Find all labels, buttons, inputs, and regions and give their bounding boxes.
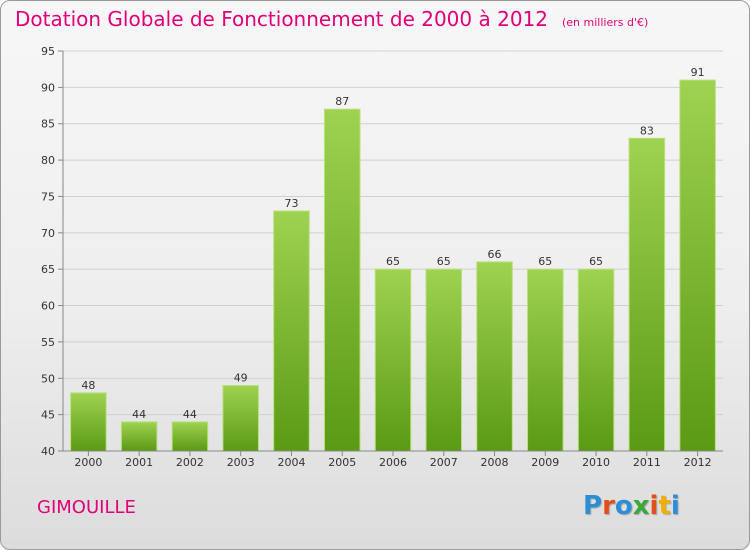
x-tick-label: 2005 bbox=[328, 456, 356, 469]
y-tick-label: 70 bbox=[41, 227, 55, 240]
data-label: 65 bbox=[538, 255, 552, 268]
data-label: 65 bbox=[386, 255, 400, 268]
bar bbox=[374, 268, 412, 452]
bar bbox=[476, 261, 513, 452]
bar bbox=[425, 268, 463, 452]
data-label: 87 bbox=[335, 95, 349, 108]
x-tick-label: 2001 bbox=[125, 456, 153, 469]
brand-logo-letter: P bbox=[583, 491, 603, 521]
bar bbox=[171, 421, 209, 452]
x-tick-label: 2002 bbox=[176, 456, 204, 469]
data-label: 91 bbox=[691, 66, 705, 79]
brand-logo-letter: o bbox=[614, 491, 633, 521]
y-tick-label: 75 bbox=[41, 190, 55, 203]
chart-title-text: Dotation Globale de Fonctionnement de 20… bbox=[15, 7, 548, 31]
data-label: 49 bbox=[234, 372, 248, 385]
brand-logo: Proxiti bbox=[583, 491, 680, 521]
data-label: 73 bbox=[284, 197, 298, 210]
bar bbox=[222, 385, 259, 452]
y-tick-label: 40 bbox=[41, 445, 55, 458]
data-label: 65 bbox=[437, 255, 451, 268]
brand-logo-letter: i bbox=[649, 491, 659, 521]
chart-title: Dotation Globale de Fonctionnement de 20… bbox=[15, 7, 648, 31]
bar bbox=[577, 268, 615, 452]
x-tick-label: 2007 bbox=[430, 456, 458, 469]
town-name: GIMOUILLE bbox=[37, 497, 136, 518]
data-label: 48 bbox=[81, 379, 95, 392]
x-tick-label: 2010 bbox=[582, 456, 610, 469]
brand-logo-letter: t bbox=[658, 491, 671, 521]
x-tick-label: 2000 bbox=[74, 456, 102, 469]
x-axis-ticks: 2000 2001 2002 2003 2004 2005 2006 2007 2008 2009… bbox=[74, 451, 712, 469]
y-tick-label: 45 bbox=[41, 409, 55, 422]
bar bbox=[70, 392, 107, 452]
data-label: 44 bbox=[183, 408, 197, 421]
y-tick-label: 55 bbox=[41, 336, 55, 349]
y-tick-label: 85 bbox=[41, 118, 55, 131]
x-tick-label: 2011 bbox=[633, 456, 661, 469]
axes bbox=[62, 51, 723, 452]
x-tick-label: 2012 bbox=[684, 456, 712, 469]
x-tick-label: 2003 bbox=[227, 456, 255, 469]
chart-subtitle: (en milliers d'€) bbox=[562, 16, 649, 29]
x-tick-label: 2006 bbox=[379, 456, 407, 469]
brand-logo-letter: r bbox=[602, 491, 615, 521]
x-tick-label: 2009 bbox=[531, 456, 559, 469]
bars bbox=[70, 79, 716, 452]
y-axis-ticks: 40 45 50 55 60 65 70 75 80 85 90 95 bbox=[41, 45, 63, 458]
bar bbox=[628, 137, 666, 452]
x-tick-label: 2008 bbox=[481, 456, 509, 469]
brand-logo-letter: x bbox=[632, 491, 650, 521]
bar bbox=[323, 108, 361, 452]
bar bbox=[273, 210, 310, 452]
y-tick-label: 80 bbox=[41, 154, 55, 167]
brand-logo-letter: i bbox=[670, 491, 680, 521]
y-tick-label: 60 bbox=[41, 300, 55, 313]
data-label: 66 bbox=[488, 248, 502, 261]
data-labels: 48 44 44 49 73 87 65 65 66 65 65 83 91 bbox=[81, 66, 704, 421]
data-label: 65 bbox=[589, 255, 603, 268]
bar bbox=[679, 79, 716, 452]
bar bbox=[527, 268, 564, 452]
bar bbox=[120, 421, 158, 452]
y-tick-label: 65 bbox=[41, 263, 55, 276]
y-tick-label: 95 bbox=[41, 45, 55, 58]
y-tick-label: 50 bbox=[41, 372, 55, 385]
y-tick-label: 90 bbox=[41, 81, 55, 94]
data-label: 44 bbox=[132, 408, 146, 421]
x-tick-label: 2004 bbox=[277, 456, 305, 469]
data-label: 83 bbox=[640, 124, 654, 137]
